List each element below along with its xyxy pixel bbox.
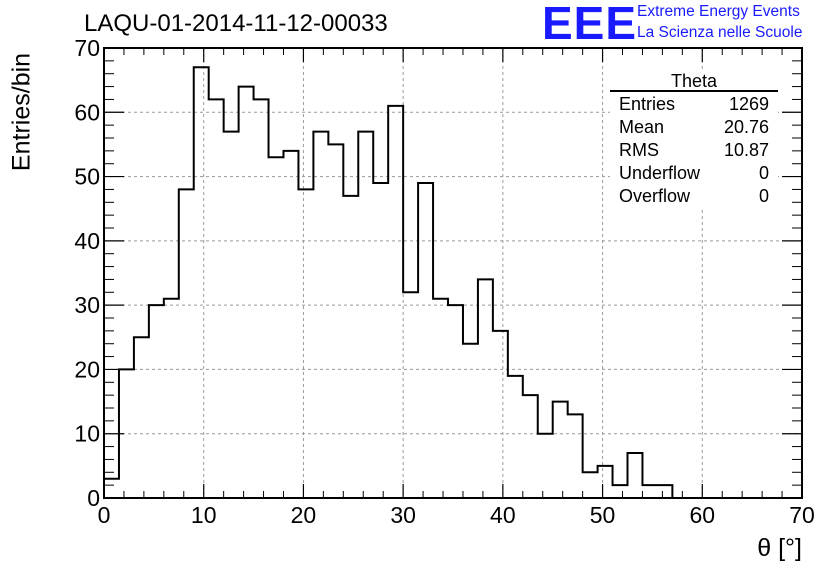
stats-row-value: 20.76 (724, 117, 769, 137)
y-axis-label: Entries/bin (7, 52, 36, 172)
histogram-bin (553, 402, 568, 498)
x-tick-label: 40 (490, 502, 516, 528)
x-tick-label: 70 (789, 502, 815, 528)
histogram-bin (239, 87, 254, 498)
x-tick-label: 10 (191, 502, 217, 528)
histogram-outline (103, 66, 674, 498)
histogram-bin (478, 279, 493, 498)
histogram-bin (657, 485, 672, 498)
histogram-bin (149, 305, 164, 498)
stats-row-label: Overflow (619, 186, 691, 206)
stats-title: Theta (671, 71, 718, 91)
stats-row-label: RMS (619, 140, 659, 160)
histogram-bin (523, 395, 538, 498)
chart-title: LAQU-01-2014-11-12-00033 (84, 10, 388, 37)
x-tick-label: 0 (98, 502, 111, 528)
histogram-bin (642, 485, 657, 498)
histogram-bin (269, 157, 284, 498)
y-tick-label: 10 (74, 421, 100, 447)
histogram-bin (448, 305, 463, 498)
stats-row-value: 0 (759, 186, 769, 206)
stats-row-label: Entries (619, 94, 675, 114)
y-tick-label: 0 (87, 485, 100, 511)
y-tick-label: 20 (74, 356, 100, 382)
logo-subtitle-line1: Extreme Energy Events (637, 3, 800, 20)
histogram-bin (358, 132, 373, 498)
stats-row-label: Underflow (619, 163, 701, 183)
histogram-bin (463, 344, 478, 498)
x-axis-label: θ [°] (757, 534, 802, 562)
histogram-bin (209, 99, 224, 498)
histogram-bin (613, 485, 628, 498)
histogram-bin (568, 414, 583, 498)
histogram-bin (134, 337, 149, 498)
y-tick-label: 50 (74, 164, 100, 190)
histogram-bin (313, 132, 328, 498)
stats-row-value: 1269 (729, 94, 769, 114)
histogram-bin (164, 299, 179, 498)
x-tick-label: 30 (390, 502, 416, 528)
stats-box-background (610, 70, 778, 210)
histogram-bin (224, 132, 239, 498)
y-tick-label: 60 (74, 99, 100, 125)
histogram-bin (433, 299, 448, 498)
x-tick-label: 60 (689, 502, 715, 528)
y-tick-label: 70 (74, 35, 100, 61)
stats-box: Theta Entries 1269 Mean 20.76 RMS 10.87 Underf… (610, 70, 778, 210)
histogram-bin (119, 369, 134, 498)
eee-logo: EEE (542, 0, 638, 49)
histogram-bin (254, 99, 269, 498)
histogram-bin (283, 151, 298, 498)
histogram-bin (298, 189, 313, 498)
histogram-bin (493, 331, 508, 498)
tick-labels: 0 10 20 30 40 50 60 70 0 10 20 30 40 50 60 70 (74, 35, 814, 528)
logo-subtitle-line2: La Scienza nelle Scuole (637, 24, 803, 41)
histogram-bin (104, 479, 119, 498)
histogram-bin (403, 292, 418, 498)
histogram-bin (583, 472, 598, 498)
histogram-bin (373, 183, 388, 498)
histogram-bin (194, 67, 209, 498)
y-tick-label: 30 (74, 292, 100, 318)
plot-frame (103, 47, 803, 499)
histogram-bin (388, 106, 403, 498)
x-tick-label: 20 (291, 502, 317, 528)
stats-row-value: 0 (759, 163, 769, 183)
stats-row-label: Mean (619, 117, 664, 137)
y-tick-label: 40 (74, 228, 100, 254)
histogram-bin (328, 144, 343, 498)
histogram-bin (598, 466, 613, 498)
histogram-bin (343, 196, 358, 498)
x-tick-label: 50 (590, 502, 616, 528)
histogram-bin (179, 189, 194, 498)
histogram-bin (538, 434, 553, 498)
histogram-bin (508, 376, 523, 498)
stats-row-value: 10.87 (724, 140, 769, 160)
histogram-bin (628, 453, 643, 498)
histogram-bin (418, 183, 433, 498)
stats-rows: Entries 1269 Mean 20.76 RMS 10.87 Underflow 0 Ov… (619, 94, 769, 206)
